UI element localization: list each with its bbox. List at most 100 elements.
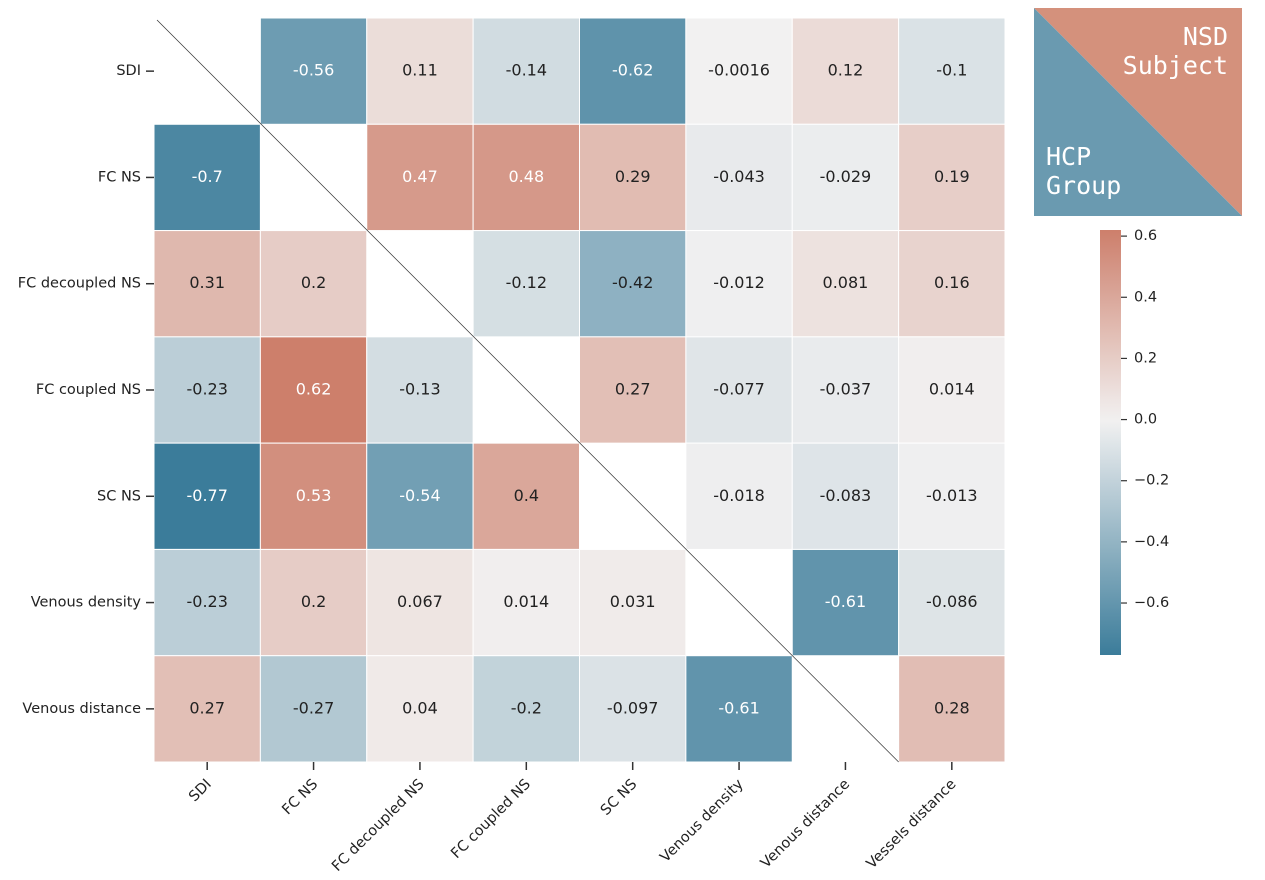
cell-label: -0.61: [718, 698, 759, 717]
colorbar-tick-label: −0.6: [1134, 595, 1169, 611]
heatmap-cell: [685, 230, 793, 338]
cell-label: -0.086: [926, 592, 978, 611]
cell-label: 0.014: [503, 592, 549, 611]
y-tick-label: Venous density: [31, 595, 142, 611]
cell-label: -0.23: [186, 380, 227, 399]
y-tick-label: FC NS: [98, 169, 141, 185]
heatmap-cell: [153, 655, 261, 763]
heatmap-cell: [685, 655, 793, 763]
colorbar: [1100, 230, 1121, 655]
cell-label: 0.11: [402, 61, 438, 80]
x-tick-label: FC decoupled NS: [329, 776, 427, 874]
cell-label: -0.097: [607, 698, 659, 717]
legend-upper-label: NSD: [1183, 22, 1228, 51]
heatmap-cell: [153, 230, 261, 338]
cell-label: -0.14: [506, 61, 547, 80]
y-tick-label: SDI: [116, 63, 141, 79]
cell-label: -0.13: [399, 380, 440, 399]
cell-label: 0.031: [610, 592, 656, 611]
legend-upper-label: Subject: [1123, 51, 1228, 80]
cell-label: -0.043: [713, 167, 765, 186]
heatmap-cell: [579, 230, 687, 338]
cell-label: -0.61: [825, 592, 866, 611]
cell-label: -0.27: [293, 698, 334, 717]
cell-label: -0.77: [186, 486, 227, 505]
cell-label: -0.12: [506, 273, 547, 292]
cell-label: -0.037: [820, 380, 872, 399]
colorbar-tick-label: −0.4: [1134, 534, 1169, 550]
heatmap-cell: [472, 655, 580, 763]
heatmap-cell: [259, 17, 368, 125]
heatmap-cell: [685, 17, 793, 125]
legend-lower-triangle: [1034, 8, 1242, 216]
heatmap-cell: [153, 123, 261, 232]
heatmap-cell: [472, 123, 580, 232]
cell-label: -0.7: [192, 167, 223, 186]
cell-label: -0.62: [612, 61, 653, 80]
heatmap-cell: [791, 123, 900, 232]
heatmap-cell: [898, 123, 1006, 232]
cell-label: 0.19: [934, 167, 970, 186]
x-tick-label: Venous distance: [758, 776, 853, 871]
heatmap-cell: [898, 655, 1006, 763]
colorbar-tick-label: 0.0: [1134, 412, 1157, 428]
heatmap-cell: [579, 336, 687, 444]
heatmap-cell: [898, 336, 1006, 444]
x-tick-label: SC NS: [598, 776, 640, 818]
cell-label: 0.48: [509, 167, 545, 186]
heatmap-cell: [579, 655, 687, 763]
cell-label: -0.42: [612, 273, 653, 292]
cell-label: -0.029: [820, 167, 872, 186]
heatmap-cell: [898, 230, 1006, 338]
heatmap-cell: [259, 336, 368, 444]
cell-label: 0.53: [296, 486, 332, 505]
heatmap-cell: [153, 336, 261, 444]
cell-label: -0.23: [186, 592, 227, 611]
cell-label: 0.2: [301, 592, 326, 611]
heatmap-cell: [685, 123, 793, 232]
diagonal-line: [156, 19, 899, 763]
heatmap-cell: [791, 230, 900, 338]
cell-label: -0.0016: [708, 61, 770, 80]
cell-label: 0.4: [514, 486, 539, 505]
colorbar-tick-label: 0.6: [1134, 228, 1157, 244]
cell-label: 0.27: [189, 698, 225, 717]
x-tick-label: FC NS: [279, 776, 321, 818]
heatmap-cell: [153, 442, 261, 550]
cell-label: -0.54: [399, 486, 440, 505]
cell-label: 0.12: [828, 61, 864, 80]
cell-label: 0.067: [397, 592, 443, 611]
heatmap-cell: [366, 442, 474, 550]
y-tick-label: SC NS: [97, 488, 141, 504]
x-tick-label: Vessels distance: [864, 776, 960, 872]
cell-label: -0.1: [936, 61, 967, 80]
cell-label: 0.16: [934, 273, 970, 292]
cell-label: 0.28: [934, 698, 970, 717]
x-tick-label: SDI: [186, 776, 215, 805]
heatmap-cell: [791, 17, 900, 125]
cell-label: -0.56: [293, 61, 334, 80]
heatmap-cell: [472, 17, 580, 125]
heatmap-cell: [791, 548, 900, 657]
cell-label: -0.2: [511, 698, 542, 717]
heatmap-cell: [153, 548, 261, 657]
cell-label: 0.31: [189, 273, 225, 292]
y-tick-label: FC decoupled NS: [18, 276, 141, 292]
heatmap-cell: [366, 548, 474, 657]
heatmap-cell: [579, 548, 687, 657]
colorbar-tick-label: −0.2: [1134, 473, 1169, 489]
cell-label: -0.077: [713, 380, 765, 399]
cell-label: -0.018: [713, 486, 765, 505]
y-tick-label: FC coupled NS: [36, 382, 141, 398]
colorbar-tick-label: 0.4: [1134, 289, 1157, 305]
cell-label: 0.62: [296, 380, 332, 399]
cell-label: -0.083: [820, 486, 872, 505]
cell-label: 0.04: [402, 698, 438, 717]
heatmap-cell: [366, 123, 474, 232]
heatmap-cell: [791, 336, 900, 444]
legend-lower-label: HCP: [1046, 142, 1091, 171]
cell-label: -0.012: [713, 273, 765, 292]
cell-label: -0.013: [926, 486, 978, 505]
cell-label: 0.27: [615, 380, 651, 399]
